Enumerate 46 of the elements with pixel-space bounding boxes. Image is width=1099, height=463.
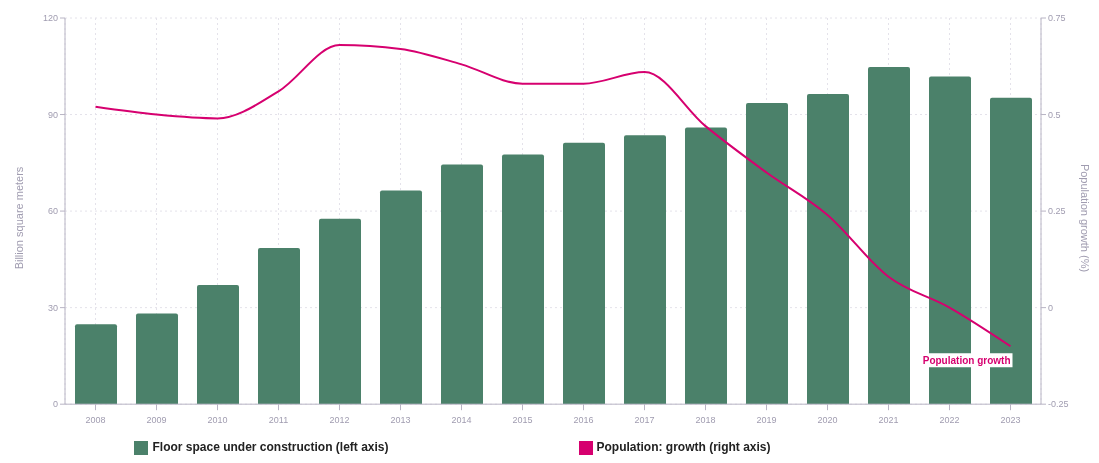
- bar: [197, 285, 239, 405]
- legend-label: Floor space under construction (left axis): [152, 440, 389, 455]
- bar: [258, 248, 300, 405]
- x-tick-label: 2015: [512, 414, 533, 425]
- y2-tick-label: 0.75: [1048, 13, 1066, 24]
- x-tick-label: 2013: [390, 414, 411, 425]
- bar: [624, 135, 666, 405]
- x-tick-label: 2009: [146, 414, 167, 425]
- y2-axis-title: Population growth (%): [1079, 163, 1091, 273]
- x-tick-label: 2020: [817, 414, 838, 425]
- bar: [746, 102, 788, 405]
- x-tick-label: 2023: [1000, 414, 1021, 425]
- x-tick-label: 2018: [695, 414, 716, 425]
- y2-tick-label: 0: [1048, 302, 1054, 313]
- annotation: Population growth: [922, 355, 1011, 367]
- x-tick-label: 2017: [634, 414, 655, 425]
- y-tick-label: 90: [47, 109, 58, 120]
- bar: [319, 218, 361, 405]
- x-tick-label: 2012: [329, 414, 350, 425]
- x-tick-label: 2019: [756, 414, 777, 425]
- y-tick-label: 120: [42, 13, 58, 24]
- bar: [807, 93, 849, 405]
- bar: [75, 324, 117, 405]
- bar: [502, 154, 544, 405]
- bar: [441, 164, 483, 405]
- x-tick-label: 2008: [85, 414, 106, 425]
- legend-label: Population: growth (right axis): [596, 440, 771, 455]
- bar: [685, 127, 727, 405]
- y-axis-title: Billion square meters: [13, 166, 25, 270]
- x-tick-label: 2022: [939, 414, 960, 425]
- y-tick-label: 30: [47, 302, 58, 313]
- x-tick-label: 2021: [878, 414, 899, 425]
- bar: [136, 313, 178, 405]
- line-series: [94, 44, 1012, 348]
- y-tick-label: 60: [47, 206, 58, 217]
- y-tick-label: 0: [52, 399, 58, 410]
- x-tick-label: 2016: [573, 414, 594, 425]
- x-tick-label: 2014: [451, 414, 472, 425]
- x-tick-label: 2011: [268, 414, 289, 425]
- y2-tick-label: 0.25: [1048, 206, 1066, 217]
- x-tick-label: 2010: [207, 414, 228, 425]
- bar: [563, 142, 605, 405]
- y2-tick-label: 0.5: [1048, 109, 1061, 120]
- y2-tick-label: -0.25: [1048, 399, 1069, 410]
- bar: [380, 190, 422, 405]
- bar: [868, 66, 910, 405]
